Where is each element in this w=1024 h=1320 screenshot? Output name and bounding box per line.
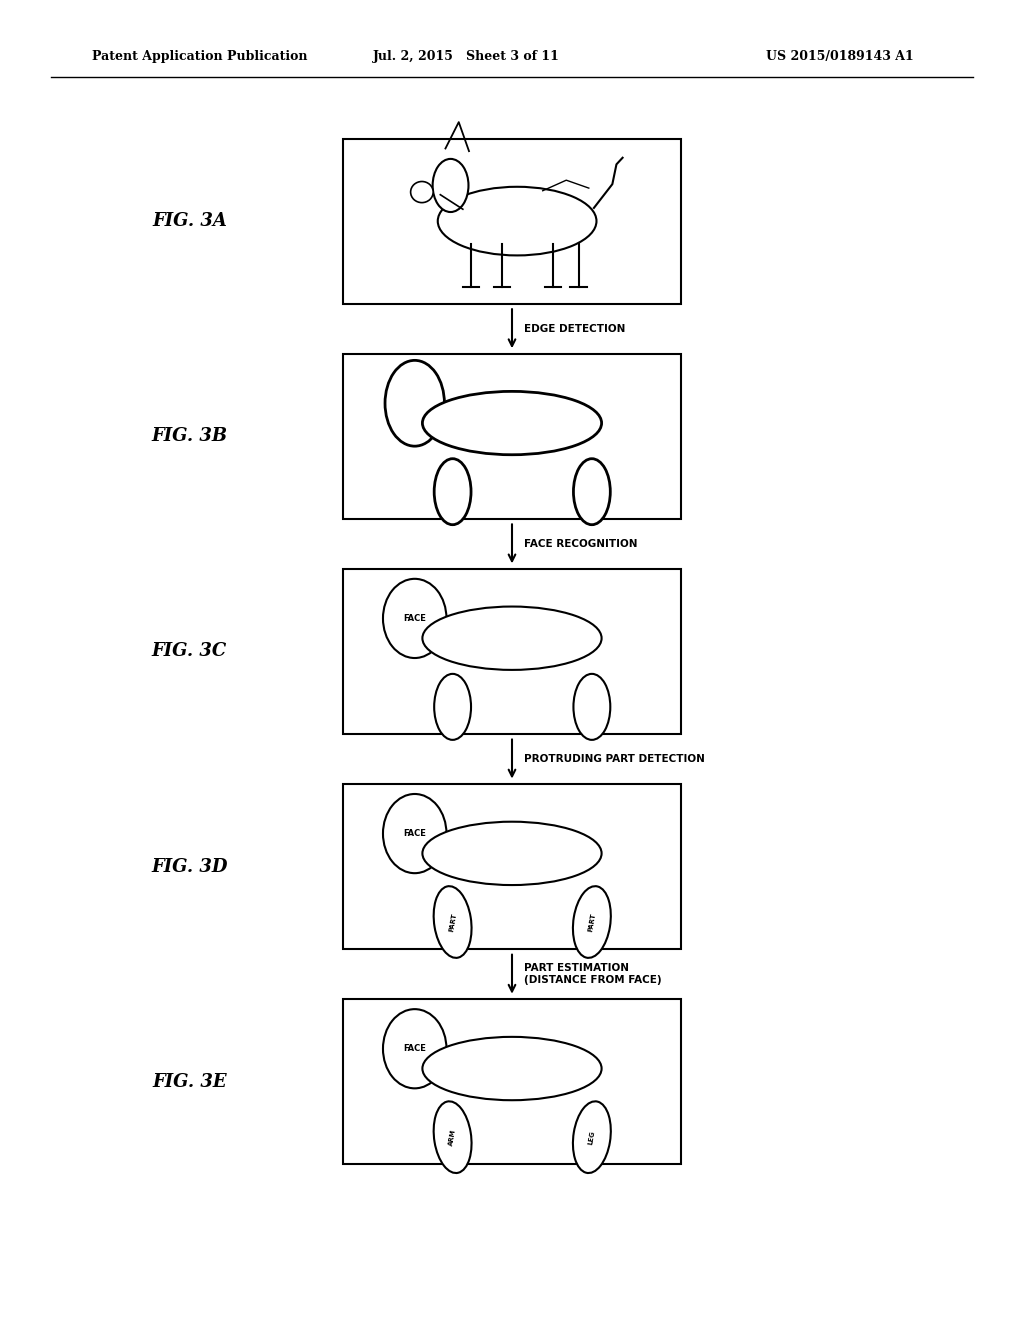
Text: PART: PART	[449, 912, 457, 932]
Ellipse shape	[438, 186, 596, 255]
Bar	[343, 784, 681, 949]
Text: PROTRUDING PART DETECTION: PROTRUDING PART DETECTION	[524, 754, 706, 764]
Bar	[343, 139, 681, 304]
Ellipse shape	[422, 607, 602, 671]
Text: Jul. 2, 2015   Sheet 3 of 11: Jul. 2, 2015 Sheet 3 of 11	[373, 50, 559, 63]
Text: FIG. 3D: FIG. 3D	[152, 858, 227, 875]
Text: US 2015/0189143 A1: US 2015/0189143 A1	[766, 50, 913, 63]
Text: Patent Application Publication: Patent Application Publication	[92, 50, 307, 63]
Ellipse shape	[422, 392, 602, 454]
Text: FACE: FACE	[403, 614, 426, 623]
Ellipse shape	[383, 1010, 446, 1088]
Ellipse shape	[433, 1101, 472, 1173]
Ellipse shape	[572, 886, 611, 958]
Text: LEG: LEG	[588, 1130, 596, 1144]
Ellipse shape	[411, 181, 433, 202]
Bar	[343, 354, 681, 519]
Text: FIG. 3B: FIG. 3B	[152, 428, 227, 445]
Text: EDGE DETECTION: EDGE DETECTION	[524, 323, 626, 334]
Ellipse shape	[385, 360, 444, 446]
Text: FIG. 3A: FIG. 3A	[152, 213, 227, 230]
Ellipse shape	[573, 458, 610, 525]
Text: ARM: ARM	[449, 1129, 457, 1146]
Text: PART: PART	[588, 912, 596, 932]
Text: FACE RECOGNITION: FACE RECOGNITION	[524, 539, 638, 549]
Text: FACE: FACE	[403, 1044, 426, 1053]
Ellipse shape	[433, 886, 472, 958]
Ellipse shape	[573, 673, 610, 739]
Ellipse shape	[383, 795, 446, 874]
Ellipse shape	[432, 158, 469, 213]
Ellipse shape	[434, 458, 471, 525]
Text: FACE: FACE	[403, 829, 426, 838]
Bar	[343, 999, 681, 1164]
Ellipse shape	[422, 821, 602, 886]
Text: FIG. 3E: FIG. 3E	[153, 1073, 226, 1090]
Ellipse shape	[422, 1038, 602, 1101]
Ellipse shape	[572, 1101, 611, 1173]
Ellipse shape	[434, 673, 471, 739]
Bar	[343, 569, 681, 734]
Text: PART ESTIMATION
(DISTANCE FROM FACE): PART ESTIMATION (DISTANCE FROM FACE)	[524, 964, 662, 985]
Ellipse shape	[383, 578, 446, 659]
Text: FIG. 3C: FIG. 3C	[152, 643, 227, 660]
